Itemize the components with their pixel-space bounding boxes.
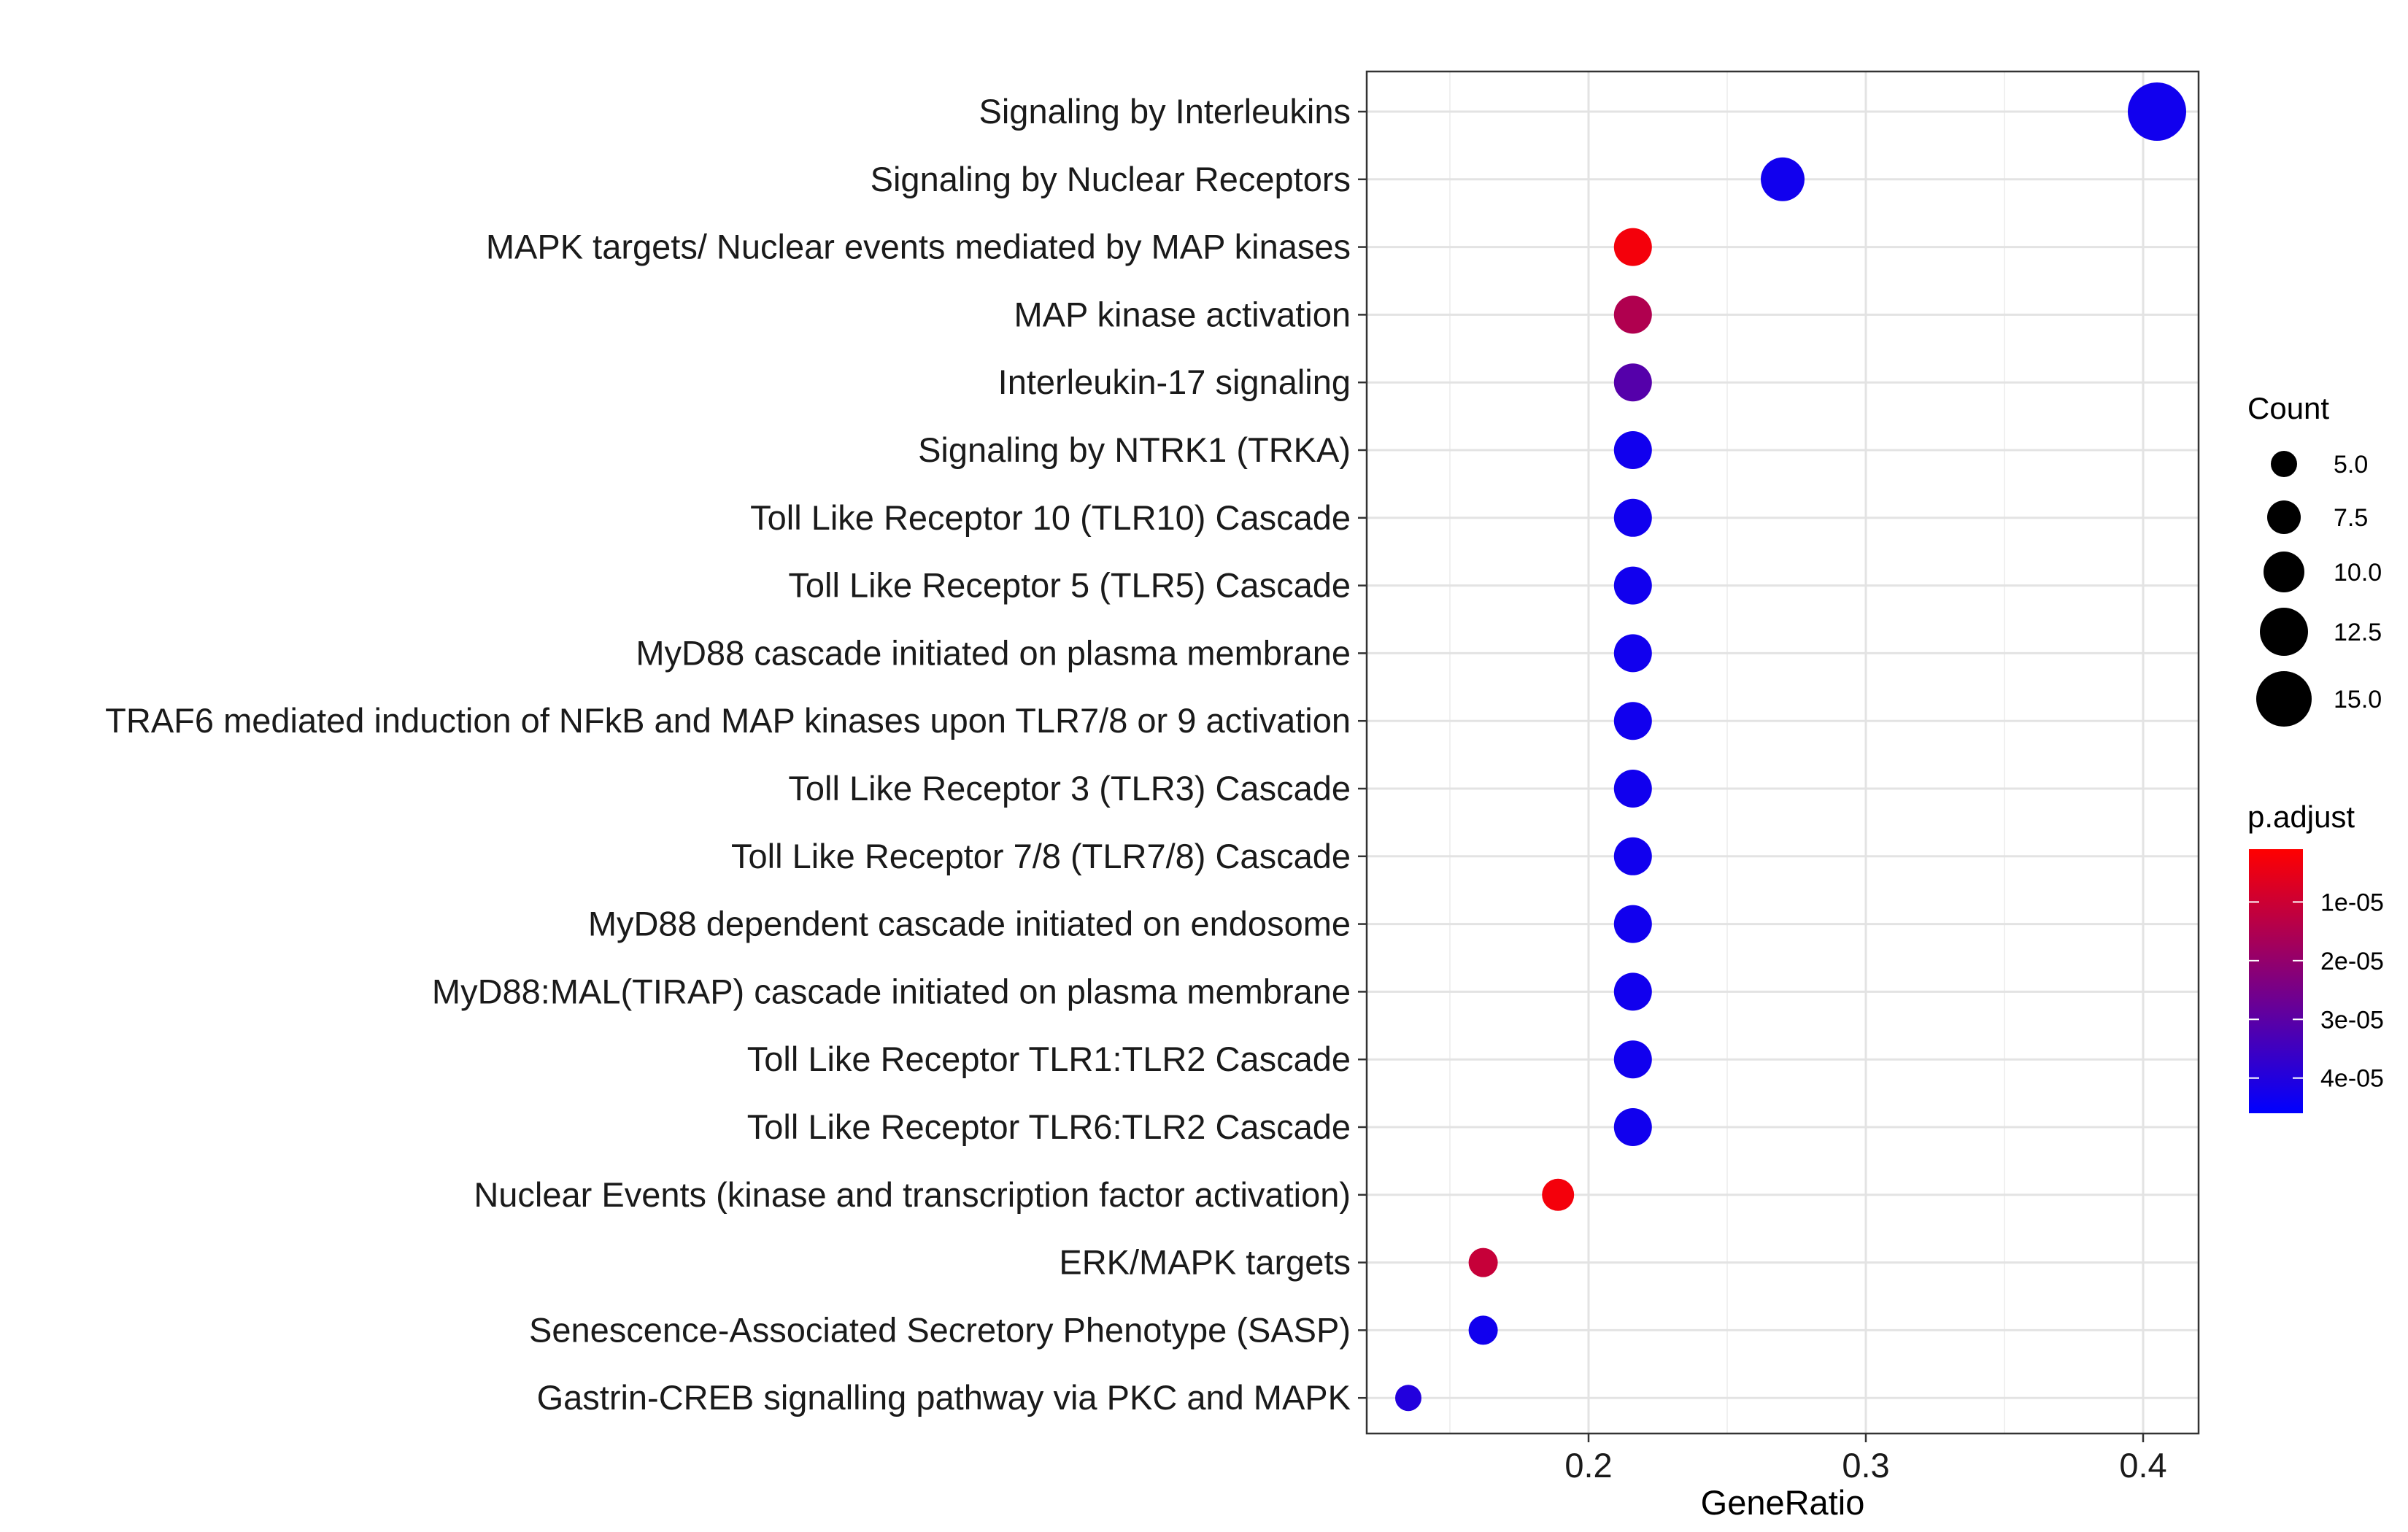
size-legend-title: Count [2247, 391, 2329, 425]
data-point [1613, 363, 1652, 402]
data-point [1613, 566, 1652, 605]
size-legend: Count 5.0 7.5 10.0 12.5 15.0 [2247, 391, 2382, 727]
x-tick-label: 0.4 [2119, 1446, 2166, 1485]
x-tick-label: 0.2 [1564, 1446, 1612, 1485]
data-point [1613, 905, 1652, 943]
data-point [1613, 228, 1652, 266]
data-point [1761, 157, 1805, 201]
term-label: MAPK targets/ Nuclear events mediated by… [486, 228, 1351, 266]
size-legend-label: 5.0 [2334, 451, 2368, 479]
data-point [1395, 1385, 1421, 1412]
term-label: ERK/MAPK targets [1059, 1243, 1351, 1282]
color-legend-label: 1e-05 [2320, 889, 2384, 916]
term-label: Toll Like Receptor TLR1:TLR2 Cascade [747, 1040, 1351, 1078]
grid [1367, 71, 2199, 1434]
data-point [1613, 972, 1652, 1011]
data-point [1613, 770, 1652, 808]
color-legend-label: 2e-05 [2320, 948, 2384, 975]
size-legend-label: 12.5 [2334, 619, 2382, 646]
term-label: Signaling by NTRK1 (TRKA) [918, 430, 1351, 469]
size-legend-key [2260, 608, 2308, 656]
data-point [1613, 702, 1652, 740]
data-point [1468, 1315, 1498, 1345]
colorbar [2249, 849, 2303, 1113]
panel-border [1365, 70, 2200, 1435]
size-legend-label: 10.0 [2334, 559, 2382, 587]
data-point [1613, 498, 1652, 537]
term-label: Toll Like Receptor 5 (TLR5) Cascade [788, 566, 1351, 605]
panel-background [1367, 71, 2199, 1434]
color-legend-label: 3e-05 [2320, 1006, 2384, 1034]
data-point [1468, 1247, 1498, 1277]
data-point [1613, 1108, 1652, 1146]
term-label: MyD88 cascade initiated on plasma membra… [636, 633, 1351, 672]
data-point [2128, 82, 2186, 141]
term-labels: Signaling by Interleukins Signaling by Nu… [105, 92, 1367, 1417]
color-legend: p.adjust 1e-05 2e-05 3e-05 4e-05 [2247, 800, 2384, 1113]
size-legend-label: 7.5 [2334, 504, 2368, 532]
x-axis: GeneRatio 0.2 0.3 0.4 [1564, 1434, 2167, 1522]
term-label: Toll Like Receptor 3 (TLR3) Cascade [788, 769, 1351, 808]
size-legend-key [2264, 552, 2304, 592]
term-label: MyD88 dependent cascade initiated on end… [588, 905, 1351, 943]
color-legend-title: p.adjust [2247, 800, 2355, 834]
term-label: Signaling by Nuclear Receptors [871, 160, 1351, 198]
term-label: Interleukin-17 signaling [998, 363, 1351, 401]
term-label: Toll Like Receptor 10 (TLR10) Cascade [750, 498, 1351, 537]
data-point [1613, 837, 1652, 875]
color-legend-label: 4e-05 [2320, 1065, 2384, 1093]
size-legend-key [2256, 671, 2312, 727]
data-point [1613, 634, 1652, 673]
term-label: Gastrin-CREB signalling pathway via PKC … [537, 1378, 1351, 1417]
data-point [1613, 1040, 1652, 1079]
data-point [1613, 295, 1652, 334]
term-label: Nuclear Events (kinase and transcription… [474, 1175, 1351, 1214]
size-legend-key [2267, 500, 2301, 534]
data-point [1542, 1178, 1575, 1211]
size-legend-label: 15.0 [2334, 686, 2382, 713]
term-label: Toll Like Receptor TLR6:TLR2 Cascade [747, 1107, 1351, 1146]
term-label: MyD88:MAL(TIRAP) cascade initiated on pl… [432, 972, 1351, 1010]
term-label: TRAF6 mediated induction of NFkB and MAP… [105, 701, 1351, 740]
x-tick-label: 0.3 [1842, 1446, 1889, 1485]
x-axis-title: GeneRatio [1701, 1483, 1865, 1522]
term-label: Toll Like Receptor 7/8 (TLR7/8) Cascade [731, 837, 1351, 875]
size-legend-key [2271, 451, 2297, 477]
data-point [1613, 431, 1652, 469]
term-label: MAP kinase activation [1014, 295, 1351, 333]
term-label: Signaling by Interleukins [979, 92, 1351, 131]
term-label: Senescence-Associated Secretory Phenotyp… [529, 1310, 1351, 1349]
plot-marks [1395, 82, 2186, 1412]
